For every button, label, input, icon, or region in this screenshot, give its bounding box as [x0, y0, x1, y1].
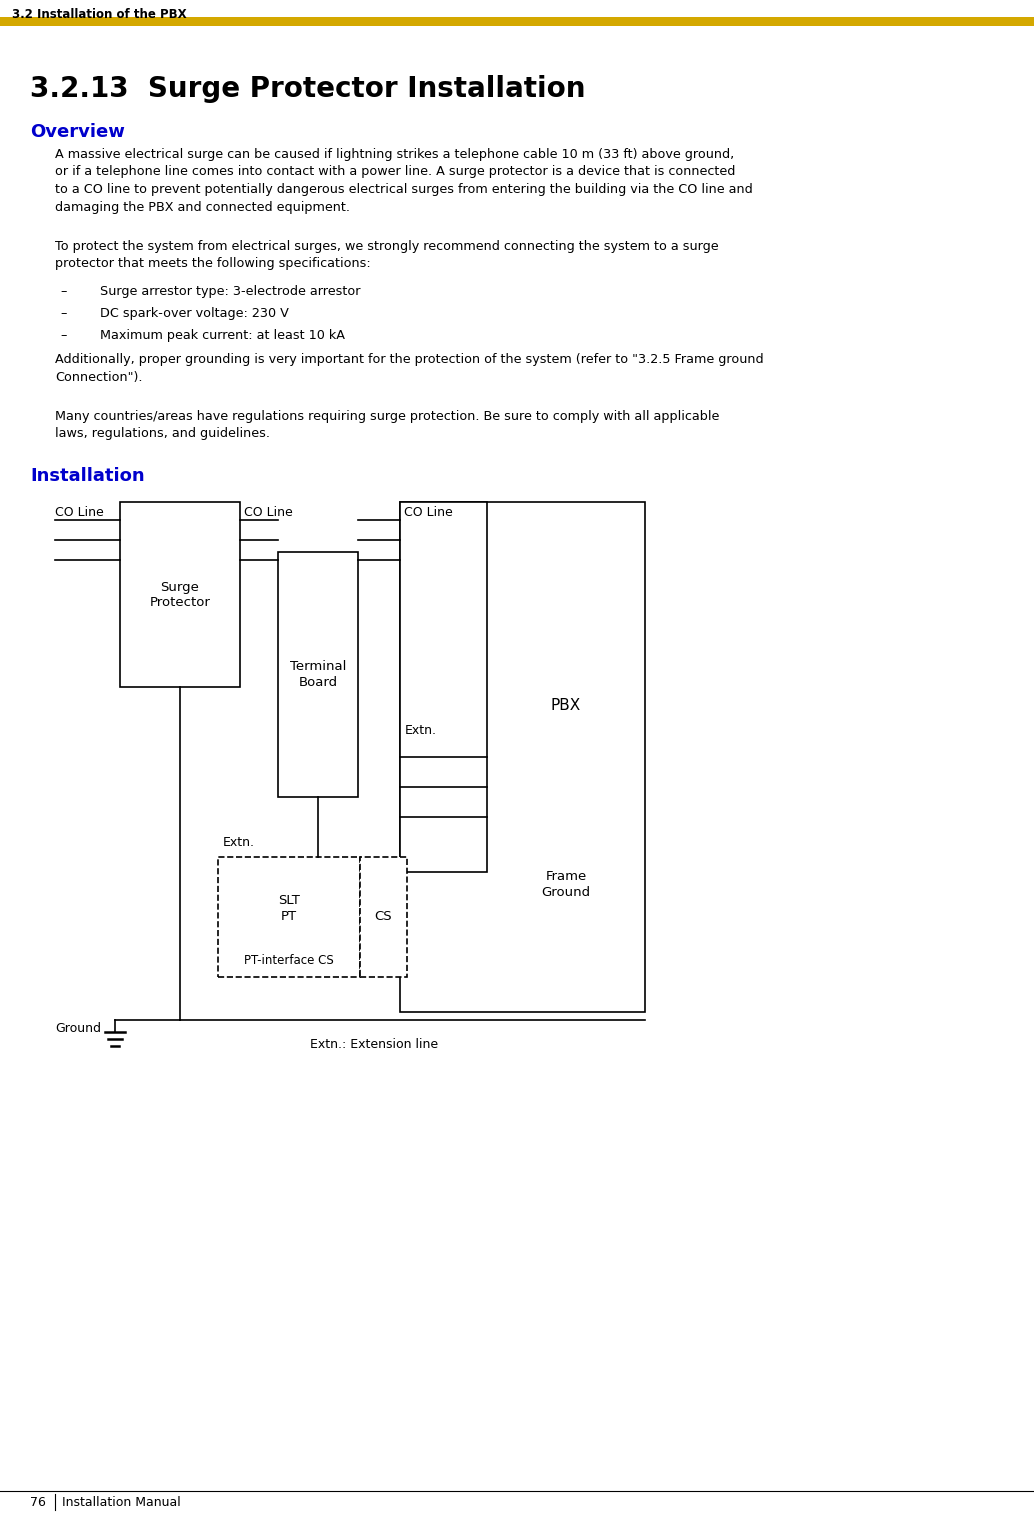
Text: damaging the PBX and connected equipment.: damaging the PBX and connected equipment…	[55, 201, 349, 214]
Text: To protect the system from electrical surges, we strongly recommend connecting t: To protect the system from electrical su…	[55, 240, 719, 254]
Text: Many countries/areas have regulations requiring surge protection. Be sure to com: Many countries/areas have regulations re…	[55, 410, 720, 422]
Text: Surge
Protector: Surge Protector	[150, 580, 211, 609]
Text: 3.2 Installation of the PBX: 3.2 Installation of the PBX	[12, 8, 186, 21]
Text: CO Line: CO Line	[244, 506, 293, 519]
Text: Installation: Installation	[30, 466, 145, 485]
Text: 76: 76	[30, 1496, 45, 1508]
Text: CO Line: CO Line	[404, 506, 453, 519]
Bar	[0, 17, 1034, 26]
Text: –: –	[60, 330, 66, 342]
Text: PT: PT	[281, 910, 297, 924]
Bar	[120, 501, 240, 687]
Text: Ground: Ground	[55, 1022, 101, 1034]
Bar	[400, 501, 487, 872]
Bar	[278, 551, 358, 797]
Bar	[360, 857, 407, 977]
Bar	[218, 857, 360, 977]
Text: CS: CS	[374, 910, 392, 924]
Text: A massive electrical surge can be caused if lightning strikes a telephone cable : A massive electrical surge can be caused…	[55, 147, 734, 161]
Text: Installation Manual: Installation Manual	[62, 1496, 181, 1508]
Text: Additionally, proper grounding is very important for the protection of the syste: Additionally, proper grounding is very i…	[55, 352, 764, 366]
Text: –: –	[60, 307, 66, 321]
Text: Extn.: Extn.	[405, 725, 437, 737]
Text: CO Line: CO Line	[55, 506, 103, 519]
Text: Frame
Ground: Frame Ground	[542, 870, 590, 899]
Text: protector that meets the following specifications:: protector that meets the following speci…	[55, 258, 371, 270]
Text: Maximum peak current: at least 10 kA: Maximum peak current: at least 10 kA	[100, 330, 345, 342]
Text: Surge arrestor type: 3-electrode arrestor: Surge arrestor type: 3-electrode arresto…	[100, 286, 361, 298]
Bar	[400, 501, 645, 1012]
Text: Extn.: Extn.	[223, 835, 255, 849]
Text: or if a telephone line comes into contact with a power line. A surge protector i: or if a telephone line comes into contac…	[55, 166, 735, 179]
Text: Extn.: Extension line: Extn.: Extension line	[310, 1037, 438, 1051]
Text: Connection").: Connection").	[55, 371, 143, 383]
Text: Terminal
Board: Terminal Board	[290, 661, 346, 688]
Text: Overview: Overview	[30, 123, 125, 141]
Text: DC spark-over voltage: 230 V: DC spark-over voltage: 230 V	[100, 307, 288, 321]
Text: PT-interface CS: PT-interface CS	[244, 954, 334, 968]
Text: SLT: SLT	[278, 895, 300, 907]
Text: to a CO line to prevent potentially dangerous electrical surges from entering th: to a CO line to prevent potentially dang…	[55, 182, 753, 196]
Text: –: –	[60, 286, 66, 298]
Text: 3.2.13  Surge Protector Installation: 3.2.13 Surge Protector Installation	[30, 74, 585, 103]
Text: laws, regulations, and guidelines.: laws, regulations, and guidelines.	[55, 427, 270, 441]
Text: PBX: PBX	[551, 699, 581, 714]
